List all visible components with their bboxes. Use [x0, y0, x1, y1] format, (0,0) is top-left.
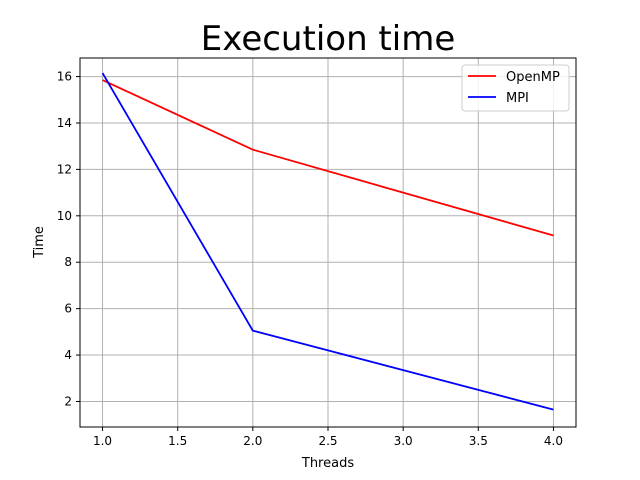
x-tick-label: 4.0: [544, 434, 563, 448]
y-axis-label: Time: [32, 226, 47, 259]
legend-label-openmp: OpenMP: [506, 70, 560, 85]
y-axis-ticks: 2 4 6 8 10 12 14 16: [57, 70, 80, 408]
x-tick-label: 1.0: [93, 434, 112, 448]
series-line-mpi: [101, 72, 554, 411]
chart-title: Execution time: [201, 19, 455, 59]
x-axis-label: Threads: [301, 456, 354, 471]
legend: OpenMP MPI: [461, 64, 570, 112]
x-tick-label: 2.5: [318, 434, 337, 448]
x-tick-label: 1.5: [168, 434, 187, 448]
y-tick-label: 8: [64, 255, 72, 269]
y-tick-label: 14: [57, 116, 72, 130]
x-tick-label: 3.0: [394, 434, 413, 448]
y-tick-label: 10: [57, 209, 72, 223]
legend-label-mpi: MPI: [506, 91, 529, 106]
series-line-openmp: [102, 79, 554, 237]
x-axis-ticks: 1.0 1.5 2.0 2.5 3.0 3.5 4.0: [93, 427, 563, 448]
y-tick-label: 4: [64, 348, 72, 362]
x-tick-label: 2.0: [243, 434, 262, 448]
series-lines: [101, 72, 554, 411]
y-tick-label: 16: [57, 70, 72, 84]
grid: [80, 58, 576, 427]
x-tick-label: 3.5: [469, 434, 488, 448]
y-tick-label: 6: [64, 302, 72, 316]
y-tick-label: 12: [57, 162, 72, 176]
y-tick-label: 2: [64, 394, 72, 408]
